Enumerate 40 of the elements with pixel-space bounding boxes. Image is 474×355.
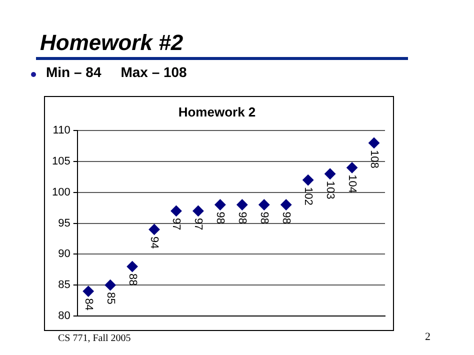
data-label: 97 <box>192 218 204 230</box>
text: CS 771, Fall 2005 <box>58 333 131 344</box>
point <box>302 174 314 186</box>
data-label: 102 <box>302 187 314 206</box>
point <box>368 137 380 148</box>
text: Min – 84 Max – 108 <box>46 64 187 80</box>
point <box>324 168 336 180</box>
point <box>126 261 138 272</box>
data-label: 88 <box>126 274 138 286</box>
y-tick-label: 80 <box>58 310 70 322</box>
data-label: 103 <box>324 180 336 200</box>
data-label: 97 <box>170 218 182 230</box>
data-label: 104 <box>346 174 358 194</box>
point <box>280 199 292 210</box>
y-tick-label: 110 <box>52 124 70 137</box>
data-label: 94 <box>148 236 160 249</box>
point <box>82 286 94 297</box>
data-label: 98 <box>236 212 248 224</box>
text: Homework #2 <box>40 30 184 56</box>
point <box>236 199 248 210</box>
chart-title: Homework 2 <box>178 104 256 120</box>
y-tick-label: 90 <box>58 248 70 260</box>
data-label: 84 <box>82 298 94 311</box>
point <box>104 280 116 291</box>
point <box>192 205 204 216</box>
y-tick-label: 105 <box>52 156 70 168</box>
text: 2 <box>425 331 430 343</box>
point <box>346 162 358 174</box>
data-label: 98 <box>280 212 292 224</box>
y-tick-label: 85 <box>58 279 70 292</box>
data-label: 85 <box>104 292 116 304</box>
point <box>214 199 226 210</box>
y-tick-label: 95 <box>58 217 70 230</box>
data-label: 98 <box>258 212 270 224</box>
data-label: 98 <box>214 212 226 224</box>
y-tick-label: 100 <box>52 186 70 198</box>
point <box>148 224 160 235</box>
data-label: 108 <box>368 150 380 168</box>
point <box>258 199 270 210</box>
point <box>170 205 182 216</box>
